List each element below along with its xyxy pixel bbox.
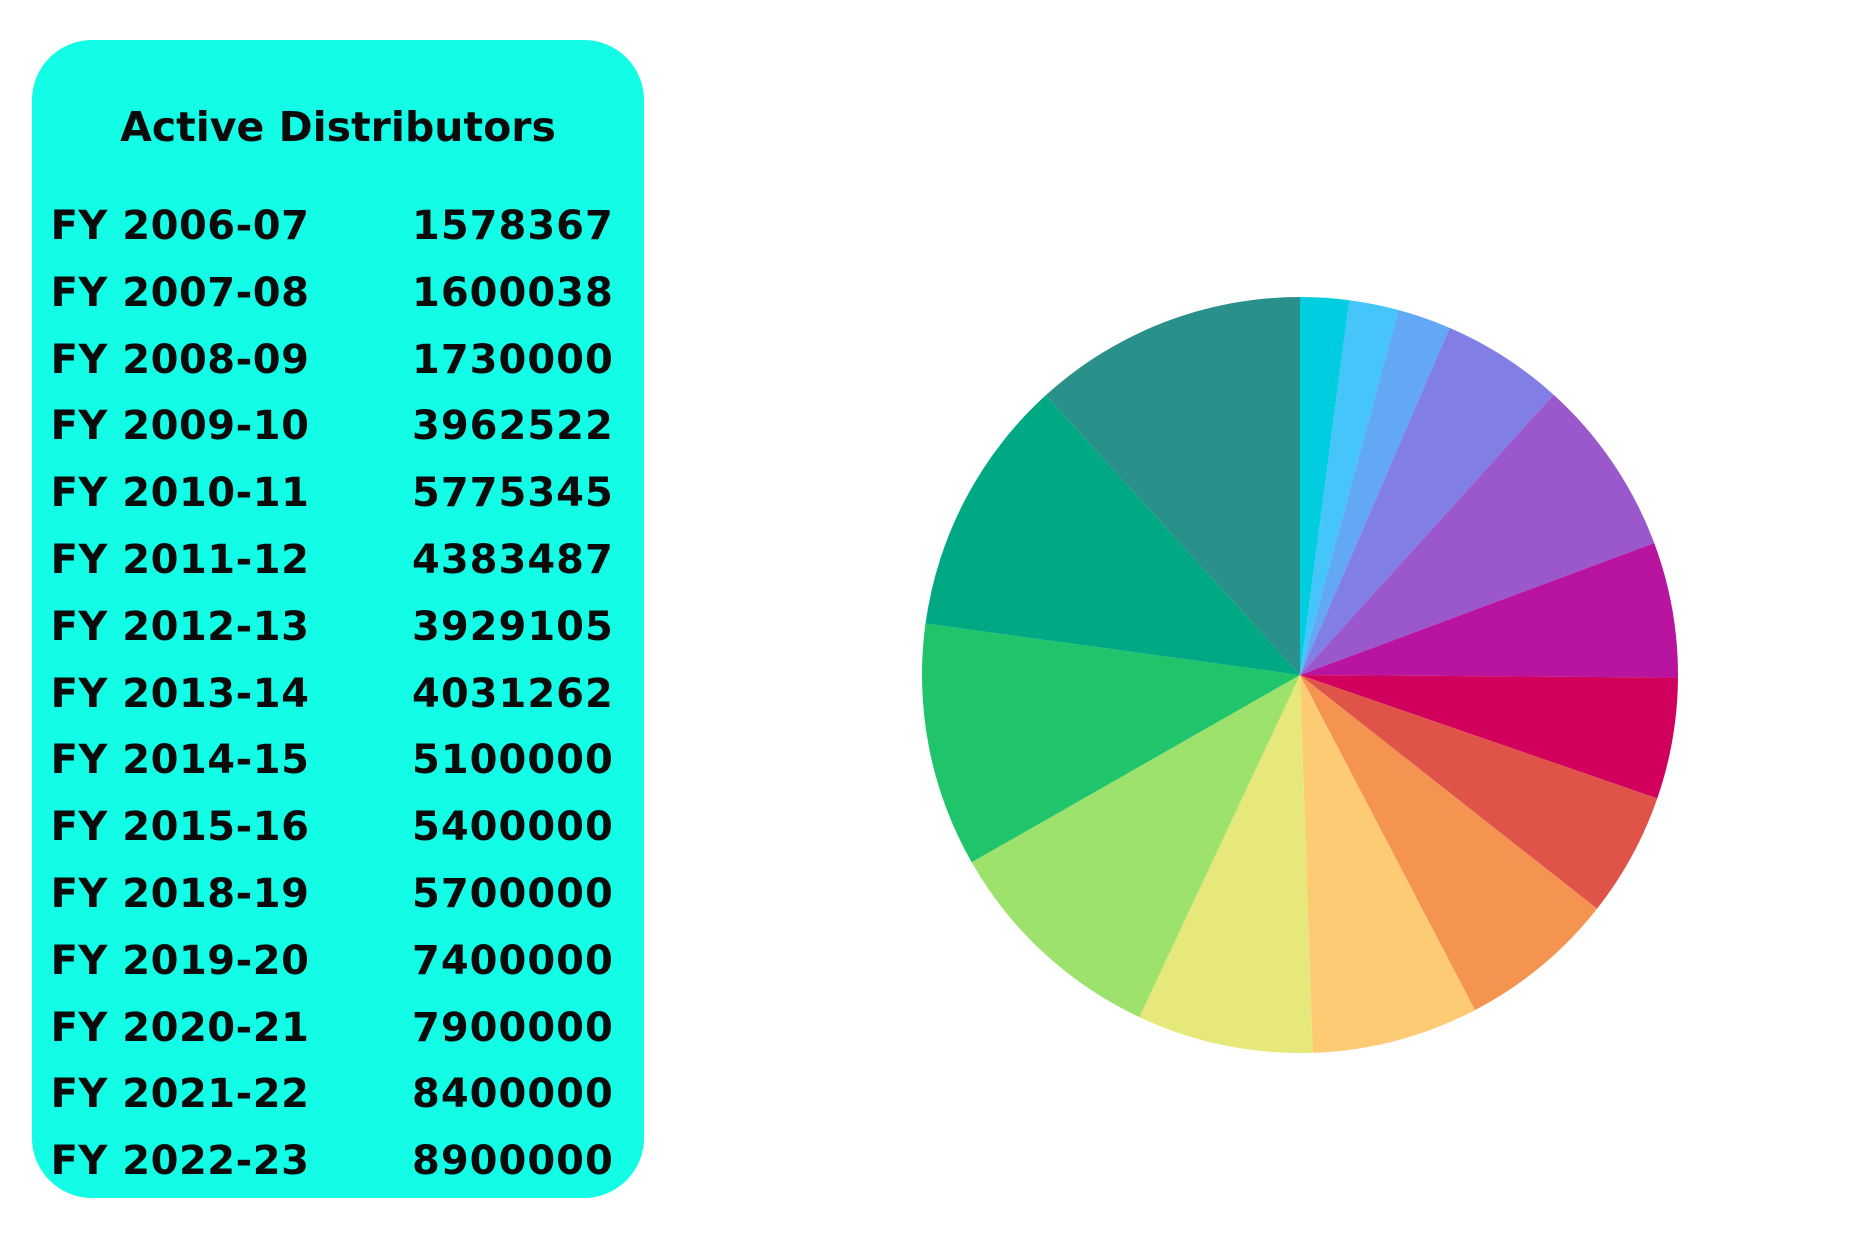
row-value: 8900000 [412, 1138, 614, 1185]
row-label: FY 2019-20 [50, 937, 310, 984]
table-row: FY 2010-11 5775345 [32, 469, 644, 536]
row-label: FY 2015-16 [50, 804, 310, 851]
distributors-table-panel: Active Distributors FY 2006-07 1578367 FY … [32, 40, 644, 1198]
row-value: 4383487 [412, 536, 614, 583]
table-row: FY 2008-09 1730000 [32, 336, 644, 403]
pie-slice [925, 395, 1300, 675]
pie-slice [1300, 675, 1658, 909]
pie-slice [1300, 675, 1678, 799]
row-label: FY 2010-11 [50, 470, 310, 517]
row-value: 5100000 [412, 737, 614, 784]
pie-slice [1300, 327, 1554, 675]
table-row: FY 2014-15 5100000 [32, 736, 644, 803]
table-row: FY 2007-08 1600038 [32, 269, 644, 336]
row-value: 7900000 [412, 1004, 614, 1051]
row-label: FY 2014-15 [50, 737, 310, 784]
pie-slice [1045, 297, 1300, 675]
row-value: 4031262 [412, 670, 614, 717]
row-label: FY 2007-08 [50, 269, 310, 316]
pie-slice [971, 675, 1300, 1018]
table-row: FY 2013-14 4031262 [32, 670, 644, 737]
row-label: FY 2009-10 [50, 403, 310, 450]
row-value: 1578367 [412, 203, 614, 249]
row-value: 5700000 [412, 870, 614, 917]
pie-slice [921, 623, 1300, 863]
row-label: FY 2008-09 [50, 336, 310, 383]
table-row: FY 2022-23 8900000 [32, 1137, 644, 1204]
row-value: 1600038 [412, 269, 614, 316]
row-label: FY 2006-07 [50, 203, 310, 249]
row-label: FY 2020-21 [50, 1004, 310, 1051]
row-value: 1730000 [412, 336, 614, 383]
pie-slice [1300, 297, 1350, 675]
row-value: 3962522 [412, 403, 614, 450]
row-label: FY 2013-14 [50, 670, 310, 717]
table-row: FY 2006-07 1578367 [32, 202, 644, 269]
pie-slice [1300, 394, 1655, 675]
chart-title: Active Distributors [120, 103, 556, 151]
row-value: 8400000 [412, 1071, 614, 1118]
table-row: FY 2019-20 7400000 [32, 937, 644, 1004]
row-label: FY 2021-22 [50, 1071, 310, 1118]
table-row: FY 2011-12 4383487 [32, 536, 644, 603]
table-row: FY 2021-22 8400000 [32, 1070, 644, 1137]
row-value: 7400000 [412, 937, 614, 984]
table-row: FY 2018-19 5700000 [32, 870, 644, 937]
pie-slice [1300, 675, 1475, 1053]
row-label: FY 2022-23 [50, 1138, 310, 1185]
distributors-table: FY 2006-07 1578367 FY 2007-08 1600038 FY 200… [32, 202, 644, 1204]
table-row: FY 2020-21 7900000 [32, 1004, 644, 1071]
table-row: FY 2015-16 5400000 [32, 803, 644, 870]
row-label: FY 2012-13 [50, 603, 310, 650]
pie-slice [1300, 300, 1399, 675]
row-label: FY 2018-19 [50, 870, 310, 917]
pie-slice [1300, 675, 1598, 1011]
table-row: FY 2012-13 3929105 [32, 603, 644, 670]
pie-slice [1300, 543, 1678, 678]
row-label: FY 2011-12 [50, 536, 310, 583]
row-value: 5400000 [412, 804, 614, 851]
row-value: 3929105 [412, 603, 614, 650]
pie-slice [1300, 310, 1450, 675]
table-row: FY 2009-10 3962522 [32, 402, 644, 469]
pie-slice [1139, 675, 1313, 1054]
row-value: 5775345 [412, 470, 614, 517]
